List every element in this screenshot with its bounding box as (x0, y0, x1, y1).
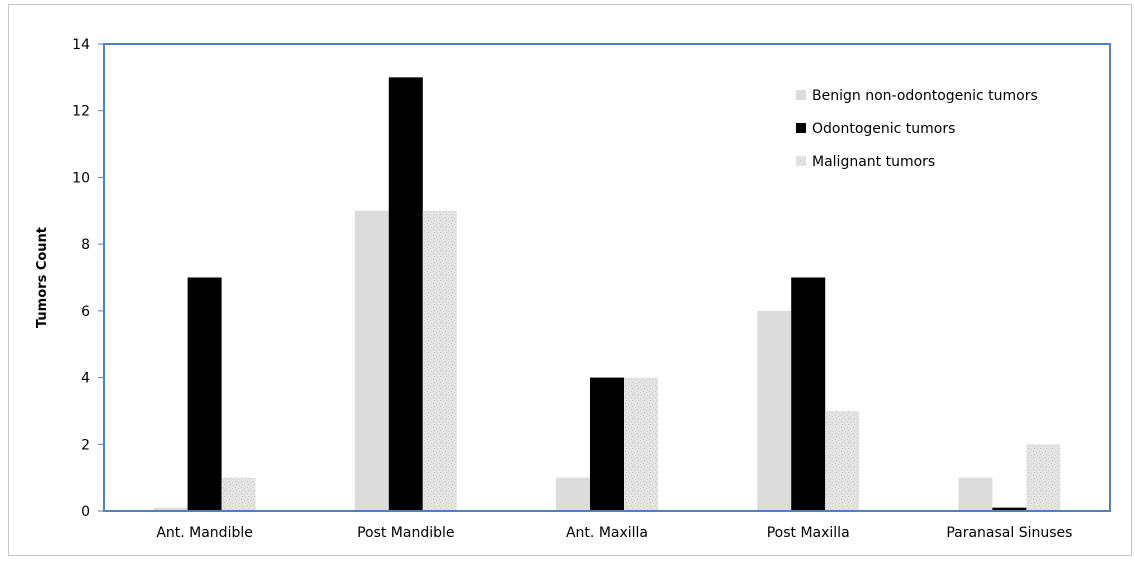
y-tick-label: 14 (72, 37, 90, 53)
legend-swatch-2 (796, 123, 806, 133)
bar-3-3 (624, 377, 658, 511)
y-axis-ticks: 0 2 4 6 8 10 12 14 (72, 37, 104, 520)
legend: Benign non-odontogenic tumors Odontogenic… (796, 88, 1038, 170)
bar-2-1 (187, 277, 222, 511)
legend-label-2: Odontogenic tumors (812, 121, 955, 137)
y-tick-label: 6 (81, 304, 90, 320)
legend-label-1: Benign non-odontogenic tumors (812, 88, 1038, 104)
x-category-label: Post Maxilla (767, 525, 850, 541)
legend-swatch-3 (796, 156, 806, 166)
bar-3-5 (1026, 444, 1061, 511)
bar-1-1 (153, 507, 188, 511)
x-category-label: Ant. Maxilla (566, 525, 648, 541)
x-category-label: Post Mandible (357, 525, 454, 541)
bar-1-5 (958, 477, 993, 511)
y-tick-label: 4 (81, 371, 90, 387)
y-tick-label: 2 (81, 437, 90, 453)
legend-swatch-1 (796, 90, 806, 100)
x-category-label: Ant. Mandible (156, 525, 253, 541)
y-tick-label: 10 (72, 170, 90, 186)
plot-area-border (103, 43, 1111, 512)
x-category-label: Paranasal Sinuses (946, 525, 1072, 541)
bar-1-3 (556, 477, 590, 511)
bar-3-4 (825, 410, 860, 511)
bar-2-4 (791, 277, 826, 511)
bar-2-2 (388, 77, 423, 511)
x-axis-labels: Ant. Mandible Post Mandible Ant. Maxilla Po… (156, 525, 1072, 541)
bar-2-5 (992, 507, 1027, 511)
y-tick-label: 0 (81, 504, 90, 520)
y-tick-label: 8 (81, 237, 90, 253)
bar-1-4 (757, 310, 792, 511)
bar-2-3 (590, 377, 624, 511)
legend-label-3: Malignant tumors (812, 154, 935, 170)
bars-group (153, 77, 1061, 512)
bar-3-1 (221, 477, 256, 511)
bar-3-2 (422, 210, 457, 512)
bar-1-2 (354, 210, 389, 512)
y-tick-label: 12 (72, 104, 90, 120)
y-axis-title: Tumors Count (35, 227, 50, 328)
